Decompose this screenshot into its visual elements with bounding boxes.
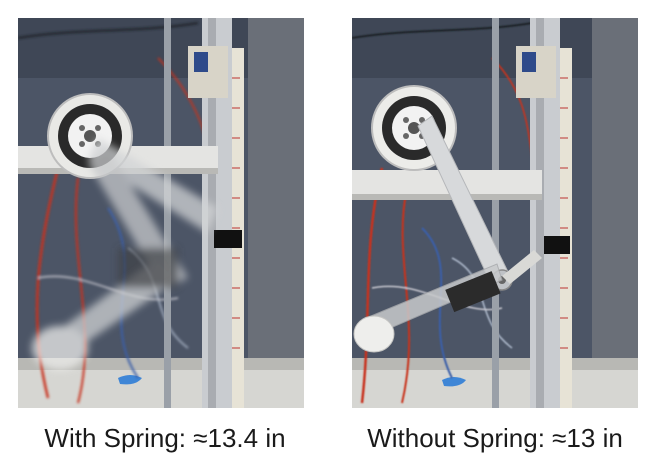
photo-with-spring: [18, 18, 304, 408]
blue-tape: [442, 377, 466, 387]
vertical-pole: [492, 18, 499, 408]
frame-clamp: [214, 230, 242, 248]
photo-without-spring-scene: [352, 18, 638, 408]
frame-clamp: [544, 236, 570, 254]
caption-without-spring: Without Spring: ≈13 in: [367, 423, 623, 453]
cables: [18, 22, 219, 404]
leg: [353, 115, 542, 353]
caption-with-spring: With Spring: ≈13.4 in: [44, 423, 286, 453]
photo-with-spring-scene: [18, 18, 304, 408]
blue-tape: [118, 375, 142, 385]
swinging-leg-blurred: [32, 138, 218, 370]
vertical-pole: [164, 18, 171, 408]
photo-without-spring: [352, 18, 638, 408]
